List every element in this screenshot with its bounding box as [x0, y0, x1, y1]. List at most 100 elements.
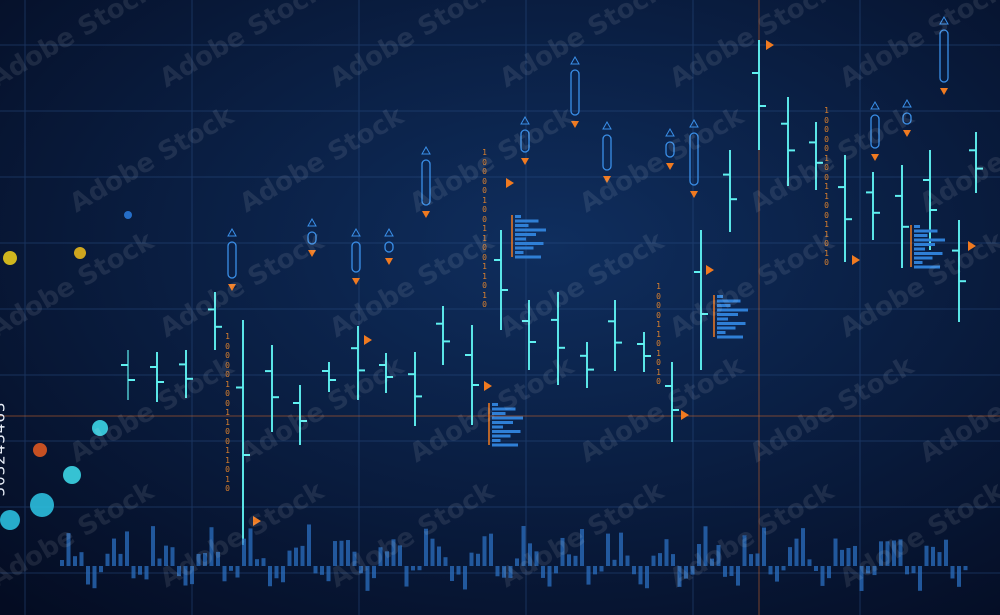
profile-bar: [717, 308, 748, 312]
profile-bar: [492, 421, 513, 424]
volume-bar: [378, 547, 383, 566]
profile-bar: [515, 251, 524, 254]
volume-bar: [846, 547, 851, 566]
volume-bar: [268, 566, 272, 587]
volume-bar: [632, 566, 636, 575]
volume-bar: [781, 566, 786, 571]
marker-capsule: [421, 159, 431, 206]
volume-bar: [164, 545, 168, 566]
volume-bar: [859, 566, 864, 591]
volume-bar: [508, 566, 513, 578]
volume-bar: [196, 553, 201, 566]
volume-bar: [963, 566, 968, 571]
volume-bar: [255, 559, 259, 566]
orange-arrow: [766, 40, 774, 50]
volume-bar: [398, 545, 402, 566]
marker-capsule: [351, 241, 361, 273]
profile-bar: [914, 252, 943, 255]
marker-up: [939, 15, 949, 25]
volume-bar: [372, 566, 376, 579]
volume-bar: [222, 566, 227, 582]
profile-bar: [515, 233, 536, 236]
volume-bar: [307, 524, 311, 566]
volume-bar: [170, 547, 175, 566]
marker-up: [902, 98, 912, 108]
volume-bar: [918, 566, 922, 591]
volume-bar: [450, 566, 454, 581]
volume-bar: [320, 566, 324, 575]
volume-bar: [697, 544, 701, 566]
volume-bar: [684, 566, 688, 579]
volume-bar: [105, 553, 110, 566]
volume-bar: [411, 566, 415, 571]
volume-bar: [229, 566, 233, 571]
volume-bar: [92, 566, 97, 589]
volume-bar: [664, 539, 669, 566]
volume-bar: [489, 533, 493, 566]
marker-down: [422, 211, 430, 218]
marker-down: [521, 158, 529, 165]
profile-bar: [515, 224, 529, 227]
volume-bar: [469, 552, 474, 566]
volume-bar: [612, 559, 617, 566]
volume-bar: [820, 566, 825, 586]
volume-bar: [476, 553, 480, 566]
volume-bar: [801, 528, 805, 566]
orange-arrow: [253, 516, 261, 526]
profile-bar: [492, 443, 518, 447]
volume-bar: [521, 525, 526, 566]
volume-bar: [294, 547, 298, 566]
volume-bar: [60, 560, 64, 566]
orange-arrow: [852, 255, 860, 265]
volume-bar: [346, 540, 350, 566]
volume-bar: [580, 529, 584, 566]
profile-bar: [717, 299, 741, 303]
marker-down: [352, 278, 360, 285]
profile-bar: [717, 304, 731, 307]
volume-bar: [794, 538, 799, 566]
volume-bar: [456, 566, 461, 575]
volume-bar: [209, 527, 214, 566]
profile-bar: [515, 242, 544, 245]
volume-bar: [333, 541, 337, 566]
marker-capsule: [307, 231, 317, 245]
profile-bar: [492, 403, 498, 406]
volume-bar: [736, 566, 740, 586]
volume-bar: [645, 566, 649, 589]
volume-bar: [742, 535, 747, 566]
volume-bar: [125, 531, 129, 566]
profile-bar: [717, 317, 728, 321]
volume-bar: [73, 556, 77, 566]
profile-bar: [492, 430, 521, 433]
orange-arrow: [484, 381, 492, 391]
profile-bar: [717, 331, 726, 334]
volume-bar: [762, 527, 766, 566]
profile-bar: [914, 265, 940, 269]
volume-bar: [404, 566, 409, 587]
marker-capsule: [902, 112, 912, 125]
marker-up: [351, 227, 361, 237]
volume-bar: [638, 566, 643, 585]
profile-bar: [717, 322, 746, 325]
volume-bar: [619, 532, 623, 566]
volume-bar: [716, 545, 721, 566]
volume-bar: [879, 541, 883, 566]
volume-bar: [443, 557, 448, 566]
volume-bar: [560, 537, 565, 566]
volume-bar: [788, 547, 792, 566]
volume-bar: [248, 528, 253, 566]
profile-bar: [914, 247, 925, 251]
volume-bar: [287, 550, 292, 566]
marker-up: [384, 227, 394, 237]
volume-bar: [274, 566, 279, 579]
orange-arrow: [506, 178, 514, 188]
profile-bar: [914, 243, 935, 246]
orange-arrow: [364, 335, 372, 345]
profile-bar: [914, 225, 920, 228]
marker-capsule: [689, 132, 699, 186]
volume-bar: [424, 528, 428, 566]
marker-capsule: [602, 134, 612, 171]
marker-up: [520, 115, 530, 125]
profile-bar: [515, 219, 539, 223]
